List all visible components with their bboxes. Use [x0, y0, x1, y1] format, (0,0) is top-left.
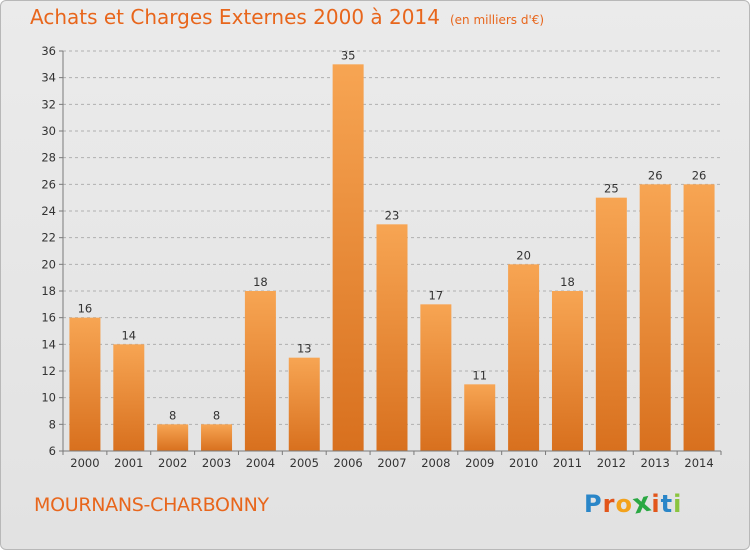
bar	[157, 424, 189, 451]
axis-layer	[59, 50, 722, 455]
x-tick-label: 2013	[641, 456, 670, 470]
y-tick-label: 34	[41, 71, 56, 85]
title-unit: (en milliers d'€)	[449, 13, 545, 27]
data-label: 18	[253, 275, 268, 289]
y-tick-label: 24	[41, 204, 56, 218]
data-label: 11	[472, 368, 487, 382]
bar	[464, 384, 496, 451]
x-tick-label: 2014	[684, 456, 713, 470]
data-label: 26	[648, 168, 663, 182]
logo-letter: i	[673, 490, 683, 518]
data-label: 20	[516, 248, 531, 262]
bar	[332, 64, 364, 452]
y-tick-label: 12	[41, 364, 56, 378]
y-tick-label: 30	[41, 124, 56, 138]
data-label: 16	[78, 302, 93, 316]
bar	[683, 184, 715, 452]
logo-letter: r	[602, 490, 616, 518]
y-tick-label: 28	[41, 151, 56, 165]
bar	[69, 317, 101, 451]
data-label: 26	[692, 168, 707, 182]
data-label: 13	[297, 342, 312, 356]
data-label: 25	[604, 182, 619, 196]
bar	[244, 291, 276, 451]
location-label: MOURNANS-CHARBONNY	[34, 494, 269, 516]
bar	[595, 197, 627, 451]
data-label: 14	[121, 328, 136, 342]
y-tick-label: 18	[41, 284, 56, 298]
logo-letter: i	[651, 490, 661, 518]
logo-letter: t	[660, 490, 674, 518]
x-tick-label: 2006	[333, 456, 362, 470]
bar	[376, 224, 408, 451]
x-tick-label: 2008	[421, 456, 450, 470]
bar-layer	[69, 64, 715, 452]
x-tick-label: 2011	[553, 456, 582, 470]
y-tick-label: 32	[41, 97, 56, 111]
y-tick-label: 22	[41, 231, 56, 245]
y-tick-label: 26	[41, 177, 56, 191]
x-tick-label: 2000	[70, 456, 99, 470]
bar	[288, 357, 320, 451]
y-tick-label: 14	[41, 337, 56, 351]
data-label: 8	[169, 408, 176, 422]
bar	[113, 344, 145, 451]
bar	[639, 184, 671, 452]
bar	[201, 424, 233, 451]
data-label: 8	[213, 408, 220, 422]
y-tick-label: 8	[49, 417, 56, 431]
data-label: 35	[341, 48, 356, 62]
y-tick-label: 20	[41, 257, 56, 271]
x-tick-label: 2012	[597, 456, 626, 470]
x-tick-label: 2007	[377, 456, 406, 470]
x-tick-label: 2002	[158, 456, 187, 470]
bar	[508, 264, 540, 451]
y-tick-label: 10	[41, 391, 56, 405]
bar	[420, 304, 452, 451]
logo-letter: P	[584, 490, 603, 518]
x-tick-label: 2010	[509, 456, 538, 470]
bar	[551, 291, 583, 451]
x-tick-label: 2004	[246, 456, 275, 470]
x-tick-label: 2009	[465, 456, 494, 470]
proxiti-logo: Proxiti	[584, 486, 683, 520]
y-tick-label: 6	[49, 444, 56, 458]
logo-letter: o	[615, 490, 633, 518]
y-tick-label: 16	[41, 311, 56, 325]
x-tick-label: 2005	[290, 456, 319, 470]
title-text: Achats et Charges Externes 2000 à 2014	[30, 5, 440, 29]
y-tick-label: 36	[41, 44, 56, 58]
x-tick-label: 2001	[114, 456, 143, 470]
data-label: 18	[560, 275, 575, 289]
label-layer: 6 8 10 12 14 16 18 20 22 24 26 28 30 32 34 36 16 2000 14 20…	[41, 44, 713, 470]
data-label: 17	[429, 288, 444, 302]
chart-title: Achats et Charges Externes 2000 à 2014 (e…	[30, 5, 544, 29]
x-tick-label: 2003	[202, 456, 231, 470]
data-label: 23	[385, 208, 400, 222]
